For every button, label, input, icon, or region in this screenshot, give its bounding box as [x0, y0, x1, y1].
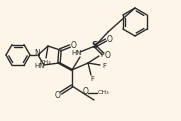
Text: O: O [55, 91, 61, 101]
Text: N: N [34, 49, 40, 58]
Text: S: S [92, 42, 98, 50]
Text: O: O [107, 34, 113, 44]
Text: F: F [100, 52, 104, 58]
Text: F: F [102, 63, 106, 69]
Text: O: O [83, 87, 89, 97]
Text: HN: HN [35, 63, 45, 69]
Text: F: F [90, 76, 94, 82]
Text: O: O [71, 41, 77, 49]
Text: CH₃: CH₃ [97, 91, 109, 95]
Text: CH₃: CH₃ [39, 60, 51, 65]
Text: HN: HN [72, 50, 82, 56]
Text: O: O [105, 50, 111, 60]
